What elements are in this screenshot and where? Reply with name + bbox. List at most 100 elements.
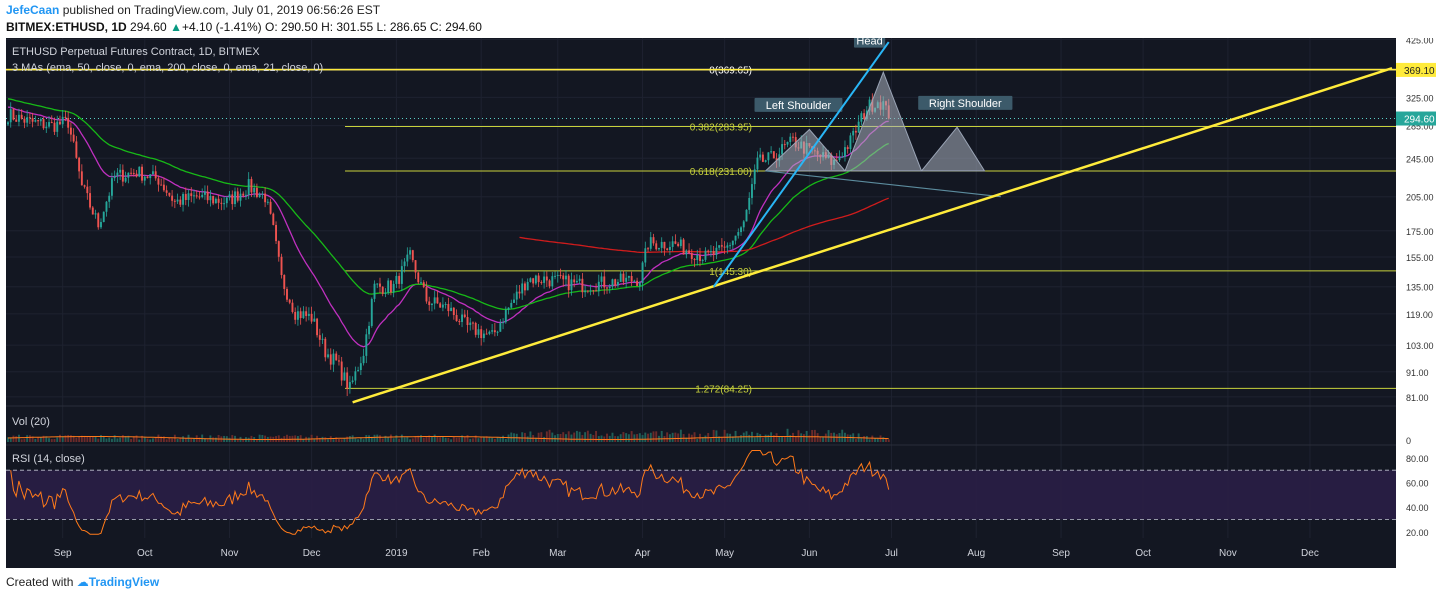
- fib-label: 0.382(283.95): [690, 122, 752, 133]
- candle-body: [176, 199, 179, 202]
- candle-body: [488, 331, 491, 334]
- volume-bar: [482, 437, 485, 442]
- volume-bar: [97, 438, 100, 442]
- tradingview-brand[interactable]: TradingView: [88, 575, 160, 589]
- volume-bar: [53, 439, 56, 442]
- candle-body: [474, 322, 477, 335]
- volume-bar: [606, 433, 608, 442]
- candle-body: [636, 280, 639, 286]
- candle-body: [108, 195, 111, 202]
- x-tick-label: Nov: [221, 548, 239, 559]
- fib-label: 0(369.65): [709, 66, 752, 77]
- volume-bar: [783, 436, 786, 442]
- candle-body: [619, 273, 622, 282]
- volume-bar: [198, 437, 201, 442]
- candle-body: [305, 311, 308, 316]
- volume-bar: [335, 437, 338, 442]
- volume-bar: [124, 435, 127, 442]
- volume-bar: [384, 435, 387, 442]
- axes: 425.00 325.00 285.00 245.00 205.00 175.00 155.…: [6, 38, 1450, 568]
- volume-bar: [179, 438, 182, 442]
- volume-bar: [324, 437, 327, 442]
- candle-body: [723, 246, 726, 248]
- volume-bar: [633, 434, 636, 442]
- candle-body: [685, 250, 688, 255]
- volume-bar: [704, 435, 707, 442]
- volume-bar: [808, 435, 811, 442]
- candle-body: [748, 197, 751, 210]
- candle-body: [614, 279, 617, 286]
- candle-body: [543, 276, 546, 283]
- volume-bar: [647, 433, 649, 442]
- volume-bar: [540, 432, 543, 442]
- volume-bar: [327, 439, 329, 442]
- volume-bar: [447, 437, 450, 442]
- volume-bar: [578, 431, 581, 442]
- rsi-tick-label: 20.00: [1406, 528, 1429, 538]
- volume-bar: [671, 432, 674, 442]
- volume-bar: [228, 437, 231, 442]
- volume-bar: [217, 434, 220, 442]
- candle-body: [373, 283, 376, 299]
- candle-body: [168, 192, 171, 196]
- x-tick-label: Oct: [1135, 548, 1151, 559]
- volume-bar: [69, 435, 72, 442]
- volume-bar: [485, 436, 488, 442]
- candle-body: [387, 280, 390, 293]
- volume-bar: [792, 432, 794, 442]
- candle-body: [160, 184, 163, 186]
- volume-bar: [86, 436, 89, 442]
- volume-bar: [521, 432, 524, 442]
- candle-body: [863, 113, 866, 120]
- volume-bar: [39, 437, 42, 442]
- candle-body: [712, 251, 715, 255]
- candle-body: [179, 199, 182, 205]
- candle-body: [584, 290, 587, 293]
- candle-body: [411, 250, 414, 261]
- indicator-legend: 3 MAs (ema, 50, close, 0, ema, 200, clos…: [12, 62, 323, 74]
- candle-body: [444, 303, 447, 305]
- volume-bar: [436, 436, 439, 442]
- candle-body: [69, 127, 72, 135]
- left-shoulder-shape: [764, 128, 847, 172]
- candle-body: [589, 290, 592, 292]
- candle-body: [45, 126, 48, 129]
- candle-body: [846, 147, 849, 149]
- volume-bar: [368, 435, 371, 442]
- volume-bar: [545, 431, 548, 442]
- volume-bar: [406, 437, 409, 442]
- candle-body: [477, 329, 480, 335]
- volume-bar: [255, 439, 258, 442]
- tradingview-logo-icon: ☁: [76, 575, 89, 589]
- volume-bar: [165, 439, 168, 442]
- volume-bar: [882, 437, 885, 442]
- volume-bar: [573, 432, 576, 442]
- volume-bar: [433, 434, 436, 442]
- candle-body: [9, 109, 12, 123]
- target-price-label: 369.10: [1404, 66, 1435, 77]
- volume-bar: [277, 435, 280, 442]
- volume-bar: [67, 434, 70, 442]
- volume-bar: [400, 434, 403, 442]
- candle-body: [630, 275, 633, 282]
- volume-bar: [425, 436, 428, 442]
- volume-bar: [116, 438, 119, 442]
- volume-bar: [135, 435, 138, 442]
- candle-body: [502, 322, 505, 324]
- volume-bar: [357, 439, 360, 442]
- candle-body: [709, 251, 712, 253]
- candle-body: [641, 262, 644, 284]
- candle-body: [39, 119, 42, 122]
- author-name[interactable]: JefeCaan: [6, 3, 60, 17]
- chart-canvas[interactable]: 0(369.65) 0.382(283.95) 0.618(231.00) 1(145…: [0, 38, 1450, 568]
- volume-bar: [761, 437, 764, 442]
- candle-body: [433, 297, 436, 304]
- volume-bar: [863, 436, 866, 442]
- candle-body: [162, 184, 165, 191]
- volume-bar: [529, 431, 532, 442]
- volume-bar: [885, 438, 887, 442]
- x-tick-label: 2019: [385, 548, 408, 559]
- up-arrow-icon: ▲: [170, 20, 182, 34]
- candle-body: [556, 274, 559, 276]
- volume-bar: [794, 435, 797, 442]
